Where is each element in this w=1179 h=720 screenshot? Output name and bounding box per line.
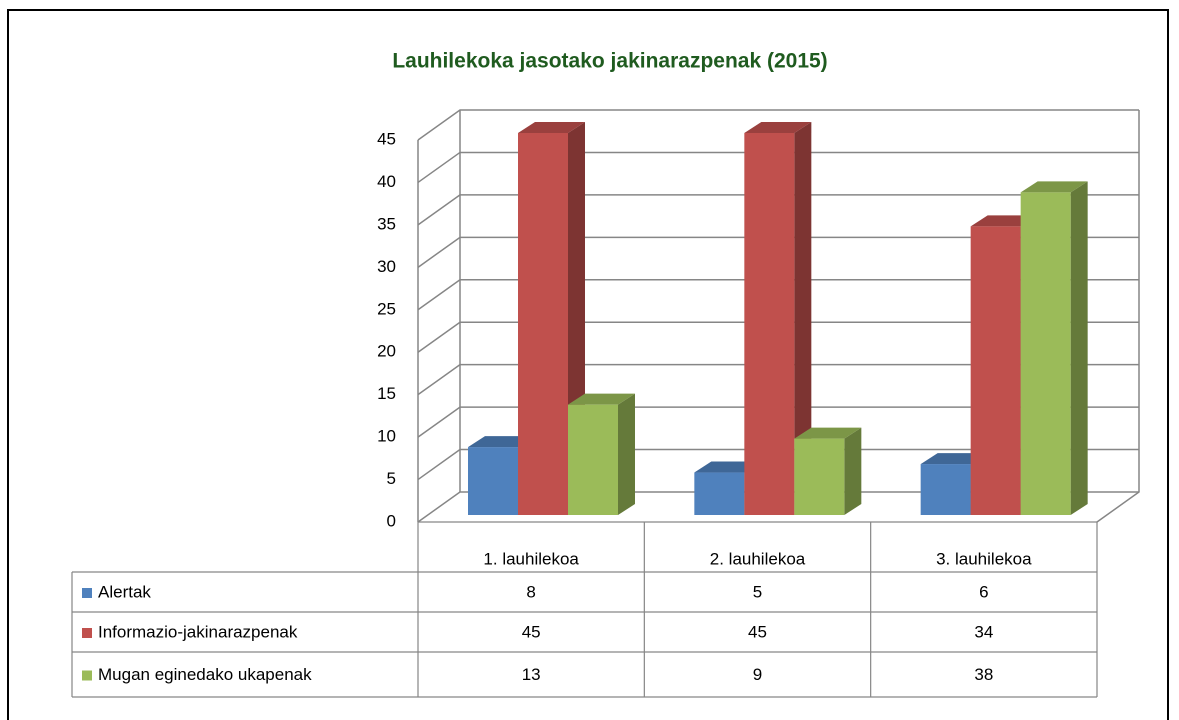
legend-key	[82, 628, 92, 638]
bar	[744, 122, 812, 515]
y-tick-label: 10	[377, 427, 396, 446]
legend-key	[82, 670, 92, 681]
y-tick-label: 5	[387, 469, 396, 488]
table-cell: 6	[979, 582, 988, 601]
table-cell: 5	[753, 582, 762, 601]
grid-line	[417, 491, 1139, 523]
bar	[1020, 181, 1088, 515]
legend-key	[82, 588, 92, 598]
grid-line	[417, 406, 1139, 438]
grid-line	[417, 363, 1139, 396]
y-tick-label: 35	[377, 214, 396, 233]
y-tick-label: 15	[377, 384, 396, 403]
x-tick-label: 1. lauhilekoa	[483, 549, 579, 568]
table-cell: 9	[753, 665, 762, 684]
table-cell: 45	[748, 622, 767, 641]
grid-line	[417, 151, 1139, 184]
grid-line	[417, 194, 1139, 226]
legend-label: Mugan eginedako ukapenak	[98, 665, 312, 684]
grid-line	[417, 236, 1139, 268]
table-cell: 8	[526, 582, 535, 601]
y-tick-label: 0	[387, 511, 396, 530]
y-tick-label: 45	[377, 129, 396, 148]
table-cell: 38	[974, 665, 993, 684]
grid-line	[417, 448, 1139, 481]
y-tick-label: 30	[377, 257, 396, 276]
y-tick-label: 20	[377, 342, 396, 361]
y-tick-label: 40	[377, 172, 396, 191]
table-cell: 45	[522, 622, 541, 641]
bar	[794, 427, 862, 515]
legend-label: Alertak	[98, 582, 151, 601]
x-tick-label: 2. lauhilekoa	[710, 549, 806, 568]
grid-line	[417, 279, 1139, 311]
bar	[568, 393, 635, 515]
x-tick-label: 3. lauhilekoa	[936, 549, 1032, 568]
y-tick-label: 25	[377, 299, 396, 318]
table-cell: 13	[522, 665, 541, 684]
legend-label: Informazio-jakinarazpenak	[98, 622, 298, 641]
chart-title: Lauhilekoka jasotako jakinarazpenak (201…	[392, 50, 827, 73]
grid-line	[417, 109, 1139, 141]
grid-line	[417, 321, 1139, 353]
table-cell: 34	[974, 622, 993, 641]
